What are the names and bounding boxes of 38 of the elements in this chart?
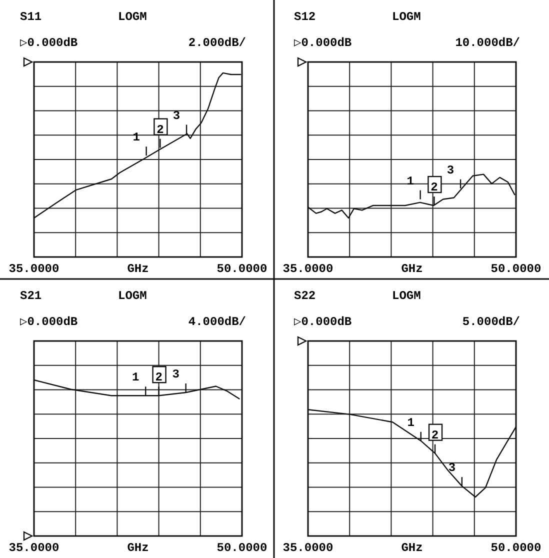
x-axis-title: GHz	[401, 541, 423, 555]
annotation: 3	[172, 367, 180, 382]
chart-title: S11	[20, 10, 42, 24]
annotation: 2	[156, 122, 164, 137]
x-tick-label: 35.0000	[8, 541, 60, 555]
chart-title: S12	[294, 10, 316, 24]
annotation: 2	[155, 370, 162, 385]
x-tick-label: 50.0000	[216, 541, 268, 555]
text: ▷0.000dB	[20, 315, 78, 329]
x-tick-label: 50.0000	[490, 262, 542, 276]
annotation: 2	[431, 428, 439, 442]
text: 4.000dB/	[188, 315, 246, 329]
annotation: 1	[407, 416, 414, 430]
text: ▷0.000dB	[294, 315, 352, 329]
annotation: 1	[132, 370, 140, 385]
annotation: 3	[446, 163, 454, 178]
annotation: 2	[430, 180, 438, 195]
x-axis-title: GHz	[127, 541, 149, 555]
text: ▷0.000dB	[294, 36, 352, 50]
x-tick-label: 35.0000	[8, 262, 60, 276]
x-tick-label: 35.0000	[282, 541, 334, 555]
x-tick-label: 50.0000	[216, 262, 268, 276]
chart-title: S21	[20, 289, 42, 303]
x-axis-title: GHz	[401, 262, 423, 276]
text: ▷0.000dB	[20, 36, 78, 50]
x-tick-label: 35.0000	[282, 262, 334, 276]
chart-subtitle: LOGM	[392, 10, 421, 24]
annotation: 3	[448, 461, 456, 476]
text: 5.000dB/	[462, 315, 520, 329]
x-tick-label: 50.0000	[490, 541, 542, 555]
text: 2.000dB/	[188, 36, 246, 50]
chart-subtitle: LOGM	[118, 10, 147, 24]
annotation: 3	[172, 108, 180, 123]
x-axis-title: GHz	[127, 262, 149, 276]
chart-title: S22	[294, 289, 316, 303]
text: 10.000dB/	[455, 36, 520, 50]
chart-subtitle: LOGM	[118, 289, 147, 303]
chart-subtitle: LOGM	[392, 289, 421, 303]
